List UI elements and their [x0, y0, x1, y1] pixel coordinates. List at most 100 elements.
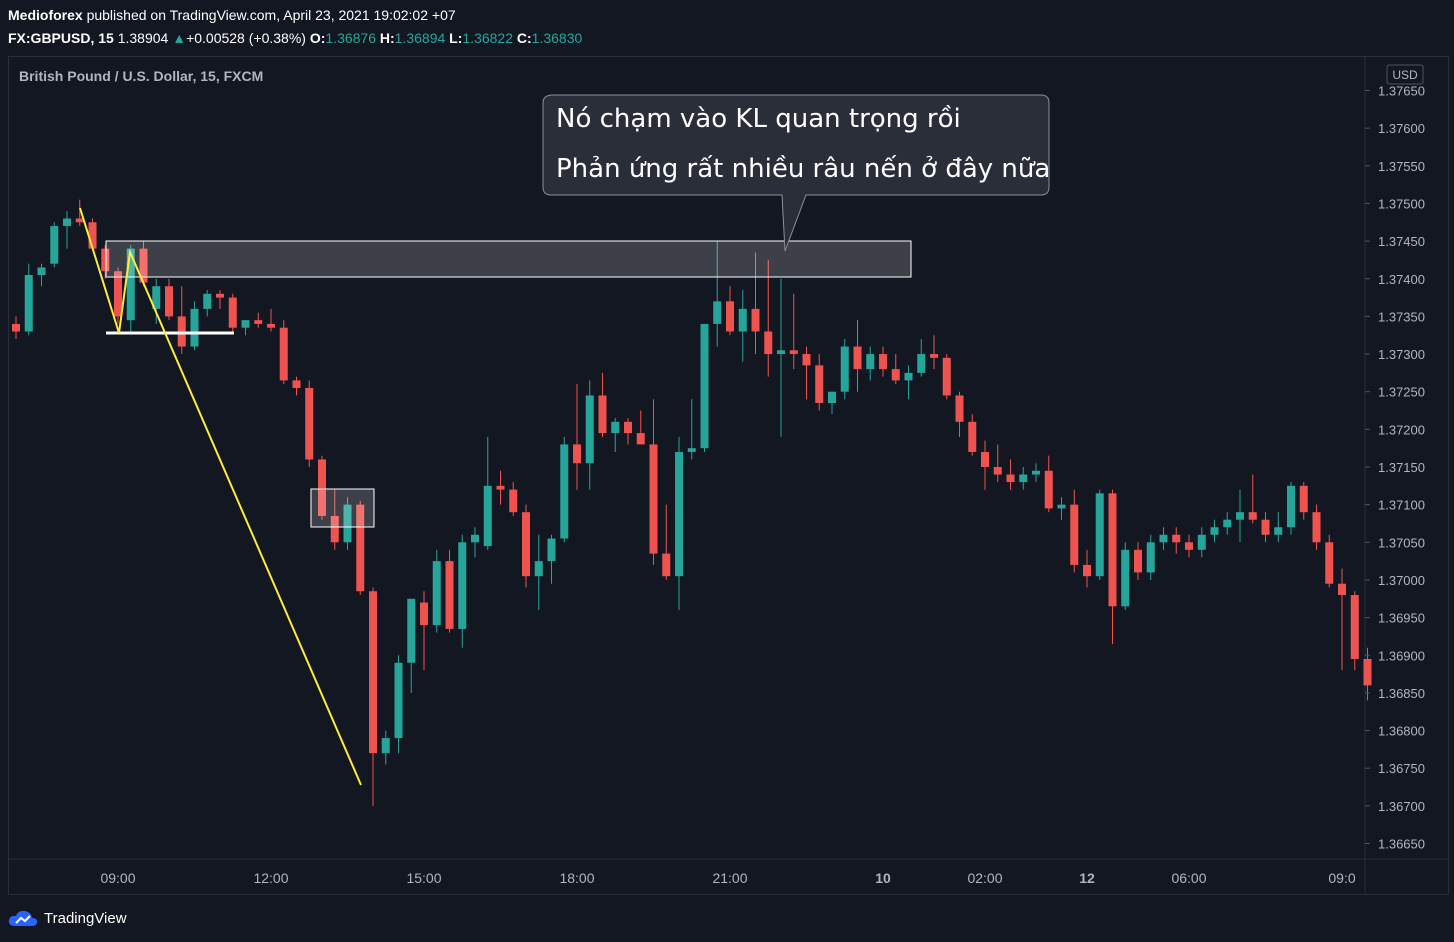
candle-body: [1223, 519, 1232, 528]
highlight-box[interactable]: [310, 488, 375, 528]
price-tick-label: 1.37100: [1378, 498, 1425, 513]
open-value: 1.36876: [325, 30, 376, 46]
currency-label: USD: [1392, 68, 1418, 82]
price-tick-label: 1.37650: [1378, 84, 1425, 99]
candle-body: [1197, 534, 1206, 550]
candle-body: [955, 395, 964, 422]
time-tick-label: 09:0: [1328, 870, 1355, 886]
candle-body: [726, 301, 734, 332]
candle-body: [267, 323, 275, 328]
candle-body: [573, 444, 581, 464]
candle-body: [891, 369, 900, 381]
candle-body: [1248, 512, 1257, 520]
candle-body: [713, 301, 722, 324]
annotation-callout[interactable]: [542, 94, 1050, 252]
candle-body: [1350, 595, 1359, 660]
candle-body: [445, 561, 454, 629]
candle-body: [1299, 485, 1308, 513]
candle-body: [1083, 564, 1091, 577]
price-tick-label: 1.37250: [1378, 385, 1425, 400]
candle-body: [369, 591, 377, 754]
yellow-trendline[interactable]: [79, 207, 362, 786]
candle-body: [407, 598, 416, 663]
price-tick-label: 1.36800: [1378, 724, 1425, 739]
candle-body: [1274, 527, 1283, 535]
time-tick-label: 15:00: [406, 870, 441, 886]
tradingview-brand: TradingView: [44, 909, 127, 927]
candle-body: [1121, 549, 1130, 607]
candle-body: [343, 504, 352, 543]
candle-body: [1134, 549, 1142, 573]
publish-info: Medioforex published on TradingView.com,…: [8, 7, 456, 23]
candle-body: [930, 354, 938, 358]
candle-body: [764, 331, 773, 355]
chart-title: British Pound / U.S. Dollar, 15, FXCM: [19, 68, 263, 84]
candle-body: [330, 515, 339, 543]
candle-body: [216, 293, 224, 298]
tradingview-logo[interactable]: TradingView: [8, 908, 127, 928]
resistance-zone[interactable]: [105, 240, 912, 278]
candle-body: [1236, 512, 1244, 520]
candle-body: [305, 387, 314, 460]
candle-body: [942, 357, 951, 396]
candle-body: [1159, 534, 1168, 543]
candle-body: [1185, 542, 1193, 550]
candle-body: [840, 346, 849, 392]
candle-body: [254, 320, 263, 324]
price-tick-label: 1.37050: [1378, 535, 1425, 550]
time-tick-label: 06:00: [1171, 870, 1206, 886]
candle-body: [522, 512, 530, 577]
candle-body: [853, 346, 862, 370]
price-axis[interactable]: 1.37650 1.37600 1.37550 1.37500 1.37450 1.374…: [1365, 84, 1425, 852]
candle-body: [241, 320, 250, 328]
candle-body: [624, 421, 632, 434]
candle-body: [993, 467, 1002, 475]
candle-body: [789, 350, 798, 355]
time-axis[interactable]: 09:00 12:00 15:00 18:00 21:00 10 02:00 12 06:00 0…: [100, 870, 1355, 886]
time-tick-label: 18:00: [559, 870, 594, 886]
candle-body: [1019, 474, 1028, 483]
price-tick-label: 1.37450: [1378, 234, 1425, 249]
price-tick-label: 1.37550: [1378, 159, 1425, 174]
candle-body: [904, 372, 913, 381]
price-tick-label: 1.37200: [1378, 422, 1425, 437]
candle-body: [152, 286, 161, 309]
currency-badge[interactable]: [1386, 64, 1424, 85]
candle-body: [917, 354, 926, 373]
candle-body: [114, 271, 122, 317]
candles-layer: [12, 199, 1372, 806]
time-tick-label: 09:00: [100, 870, 135, 886]
candle-body: [356, 504, 365, 592]
candle-body: [1006, 474, 1015, 483]
candle-body: [1044, 470, 1053, 509]
candle-body: [598, 395, 607, 434]
candle-body: [1108, 493, 1117, 607]
candle-body: [828, 391, 836, 403]
candle-body: [1261, 519, 1270, 535]
up-arrow-icon: ▲: [172, 30, 187, 46]
candle-body: [1146, 542, 1155, 573]
close-label: C:: [516, 30, 532, 46]
price-tick-label: 1.37600: [1378, 121, 1425, 136]
candle-body: [420, 602, 428, 626]
candle-body: [203, 293, 212, 309]
candle-body: [738, 308, 747, 332]
publisher-name[interactable]: Medioforex: [8, 7, 83, 23]
candle-body: [509, 489, 518, 513]
chart-panel[interactable]: [8, 56, 1449, 895]
candle-body: [1032, 470, 1040, 475]
candle-body: [636, 433, 645, 445]
candle-body: [1070, 504, 1079, 565]
candle-body: [866, 354, 875, 370]
candle-body: [560, 444, 569, 539]
candle-body: [815, 365, 824, 403]
candle-body: [177, 316, 186, 347]
candle-body: [471, 534, 479, 543]
candle-body: [1287, 485, 1295, 528]
candle-body: [700, 323, 709, 449]
candle-body: [139, 248, 148, 283]
tradingview-cloud-icon: [8, 910, 38, 926]
time-tick-label: 12: [1079, 870, 1095, 886]
candle-body: [88, 222, 97, 249]
